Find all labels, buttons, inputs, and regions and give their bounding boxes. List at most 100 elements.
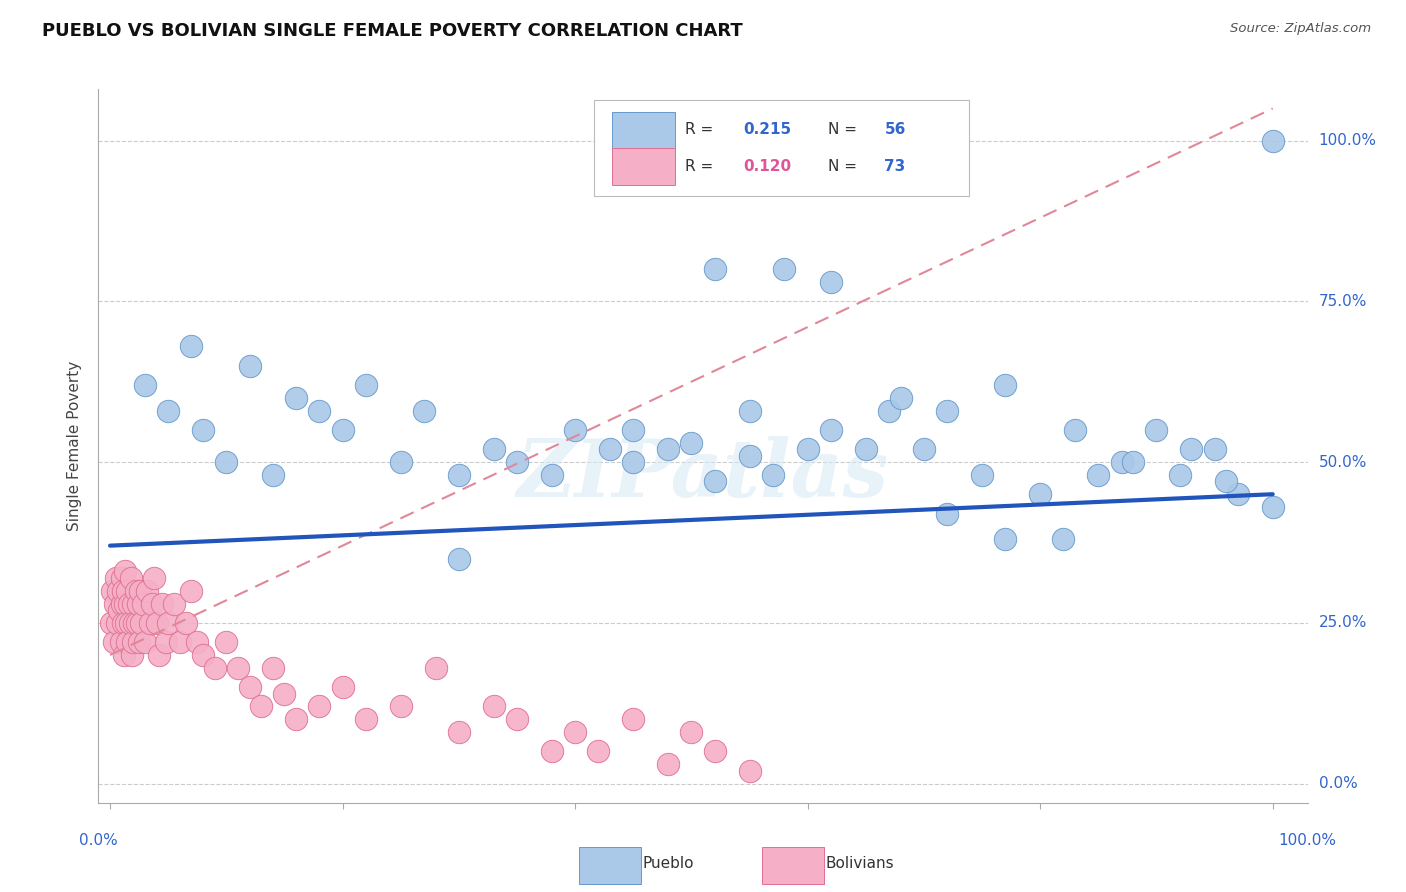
Point xyxy=(506,712,529,726)
Point xyxy=(157,403,180,417)
Point xyxy=(482,699,505,714)
Point xyxy=(796,442,818,457)
Point xyxy=(191,648,214,662)
Point xyxy=(820,423,842,437)
Point xyxy=(118,597,141,611)
Point xyxy=(115,615,138,630)
Text: 56: 56 xyxy=(884,122,905,137)
Point xyxy=(124,615,146,630)
Point xyxy=(1261,134,1284,148)
Point xyxy=(425,661,447,675)
Point xyxy=(239,359,262,373)
Point xyxy=(131,597,153,611)
Text: ZIPatlas: ZIPatlas xyxy=(517,436,889,513)
Point xyxy=(506,455,529,469)
Point xyxy=(1144,423,1167,437)
Point xyxy=(681,725,703,739)
Point xyxy=(120,571,142,585)
Point xyxy=(738,403,761,417)
Point xyxy=(855,442,877,457)
Point xyxy=(912,442,935,457)
FancyBboxPatch shape xyxy=(595,100,969,196)
Point xyxy=(114,597,136,611)
Point xyxy=(117,635,139,649)
Point xyxy=(117,583,139,598)
Point xyxy=(681,435,703,450)
Point xyxy=(588,744,610,758)
Text: PUEBLO VS BOLIVIAN SINGLE FEMALE POVERTY CORRELATION CHART: PUEBLO VS BOLIVIAN SINGLE FEMALE POVERTY… xyxy=(42,22,742,40)
Point xyxy=(250,699,273,714)
Point xyxy=(108,603,131,617)
Point xyxy=(134,635,156,649)
Point xyxy=(970,467,993,482)
Y-axis label: Single Female Poverty: Single Female Poverty xyxy=(67,361,83,531)
Point xyxy=(124,583,146,598)
Point xyxy=(150,597,173,611)
Point xyxy=(285,712,308,726)
Point xyxy=(118,615,141,630)
Text: R =: R = xyxy=(685,122,718,137)
Point xyxy=(174,615,197,630)
Point xyxy=(1204,442,1226,457)
Point xyxy=(112,648,135,662)
Point xyxy=(239,680,262,694)
Point xyxy=(738,449,761,463)
Text: 0.120: 0.120 xyxy=(742,159,792,174)
Point xyxy=(994,378,1017,392)
Point xyxy=(121,648,143,662)
Point xyxy=(389,699,412,714)
Point xyxy=(1064,423,1087,437)
Point xyxy=(447,725,470,739)
Point xyxy=(155,635,177,649)
Point xyxy=(204,661,226,675)
Point xyxy=(564,725,586,739)
Point xyxy=(1180,442,1202,457)
Point xyxy=(890,391,912,405)
Point xyxy=(703,744,725,758)
Text: 0.0%: 0.0% xyxy=(79,833,118,848)
Point xyxy=(145,615,167,630)
Point xyxy=(226,661,249,675)
Point xyxy=(157,615,180,630)
Point xyxy=(111,571,134,585)
Point xyxy=(262,661,284,675)
Point xyxy=(215,635,238,649)
Point xyxy=(762,467,785,482)
Text: 50.0%: 50.0% xyxy=(1319,455,1367,469)
Point xyxy=(186,635,208,649)
Point xyxy=(107,583,129,598)
FancyBboxPatch shape xyxy=(612,148,675,185)
Point xyxy=(1087,467,1109,482)
Point xyxy=(936,507,959,521)
Point xyxy=(657,442,679,457)
Point xyxy=(332,423,354,437)
Text: 73: 73 xyxy=(884,159,905,174)
Point xyxy=(101,583,124,598)
Point xyxy=(143,571,166,585)
Point xyxy=(332,680,354,694)
Point xyxy=(215,455,238,469)
Point xyxy=(447,551,470,566)
Point xyxy=(820,275,842,289)
Point xyxy=(191,423,214,437)
Point xyxy=(994,533,1017,547)
Point xyxy=(389,455,412,469)
Text: Pueblo: Pueblo xyxy=(643,856,695,871)
Point xyxy=(122,635,145,649)
Point xyxy=(657,757,679,772)
Point xyxy=(1111,455,1133,469)
Point xyxy=(127,597,149,611)
Point xyxy=(936,403,959,417)
Point xyxy=(141,597,163,611)
Point xyxy=(163,597,186,611)
Point xyxy=(308,699,330,714)
Point xyxy=(621,455,644,469)
Text: N =: N = xyxy=(828,159,862,174)
Text: N =: N = xyxy=(828,122,862,137)
Point xyxy=(169,635,191,649)
Point xyxy=(262,467,284,482)
Point xyxy=(122,597,145,611)
Point xyxy=(128,635,150,649)
Point xyxy=(1029,487,1052,501)
Text: 75.0%: 75.0% xyxy=(1319,293,1367,309)
